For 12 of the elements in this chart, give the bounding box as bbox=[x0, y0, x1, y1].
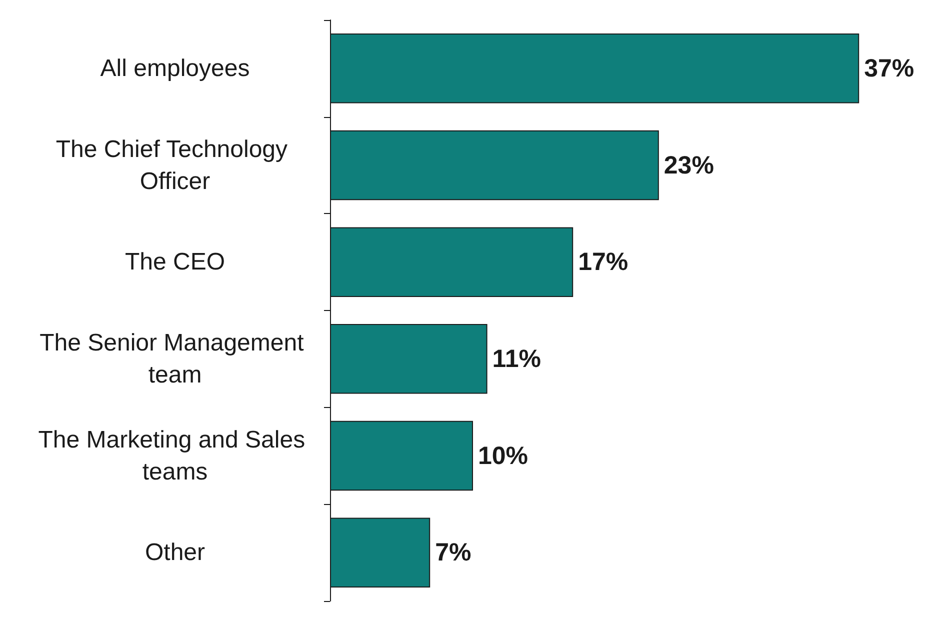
data-label: 23% bbox=[664, 151, 714, 180]
y-tick-label: The Senior Management team bbox=[40, 329, 310, 388]
data-label: 17% bbox=[578, 248, 628, 276]
data-label: 37% bbox=[864, 54, 914, 82]
y-tick-label: Other bbox=[144, 539, 206, 566]
data-label: 7% bbox=[435, 538, 472, 567]
y-tick-label: The CEO bbox=[124, 248, 226, 276]
data-label: 10% bbox=[478, 442, 528, 470]
y-tick-label: The Marketing and Sales teams bbox=[38, 426, 312, 486]
data-label: 11% bbox=[492, 344, 541, 373]
y-tick-label: The Chief Technology Officer bbox=[56, 136, 294, 195]
y-tick-label: All employees bbox=[100, 54, 250, 82]
